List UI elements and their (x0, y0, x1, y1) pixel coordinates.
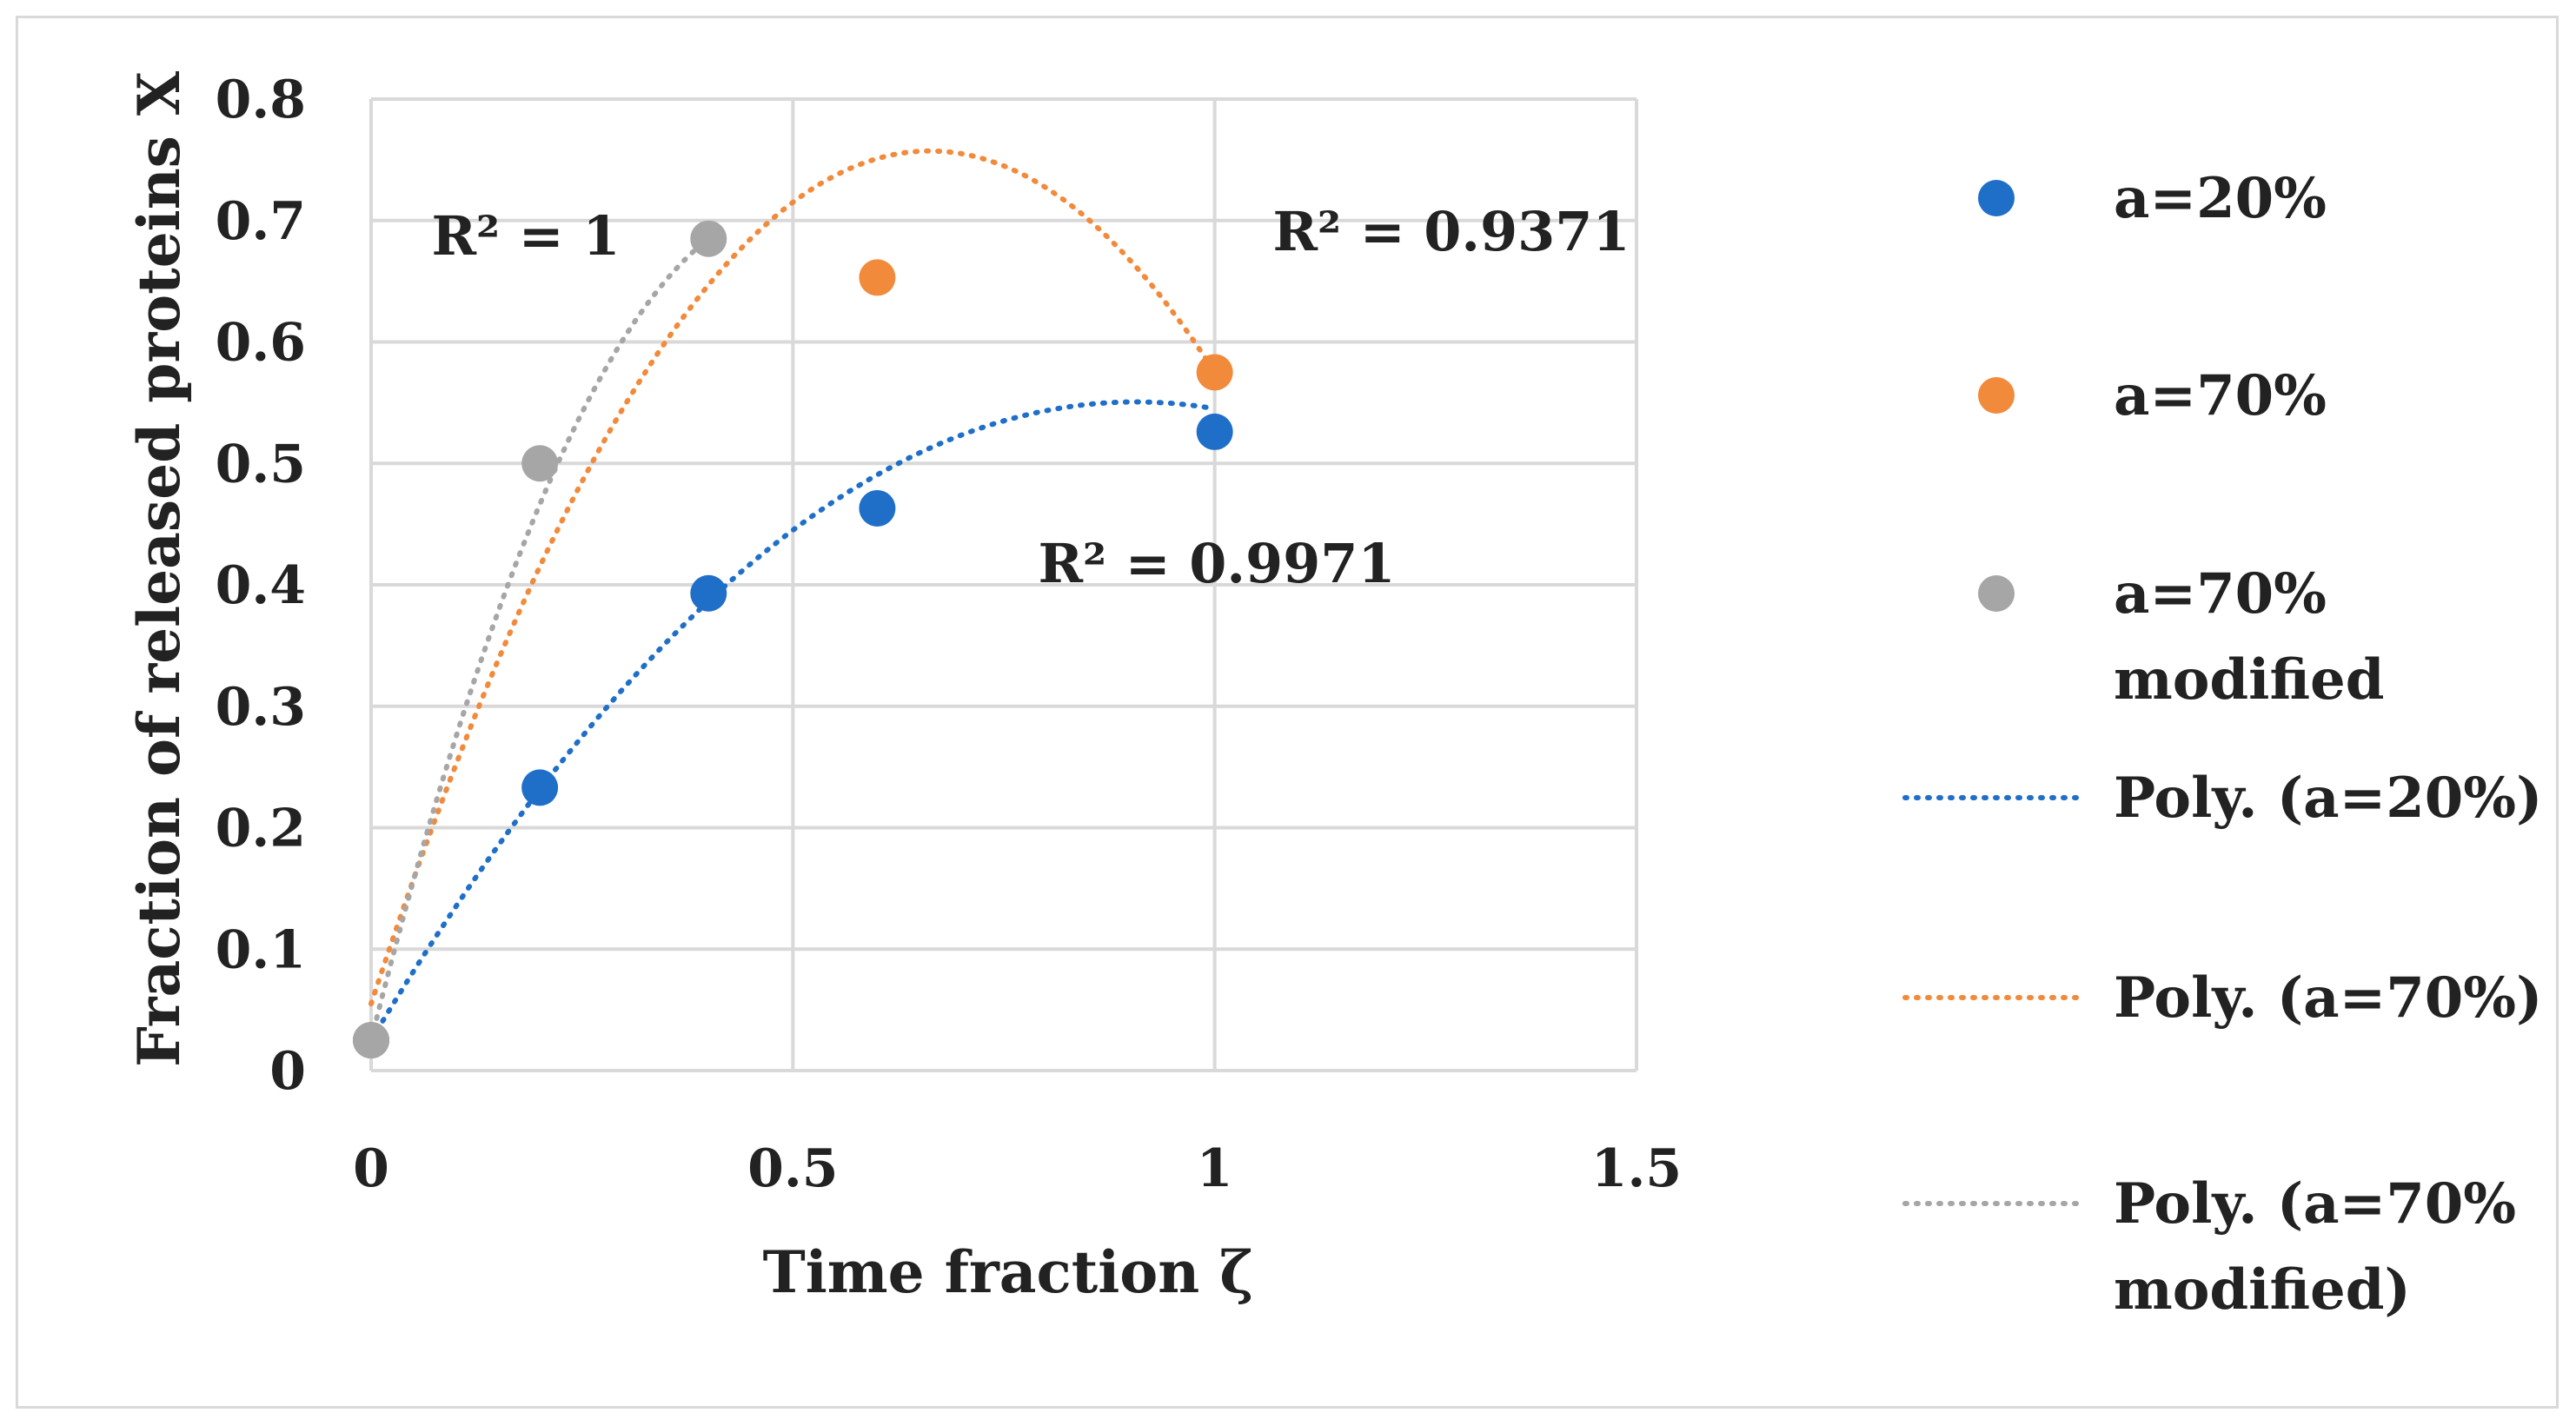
y-axis-title: Fraction of released proteins X (125, 70, 193, 1067)
y-tick-label: 0 (269, 1041, 306, 1102)
y-tick-label: 0.6 (216, 313, 306, 374)
x-tick-label: 0 (353, 1138, 389, 1199)
y-tick-label: 0.5 (216, 434, 306, 494)
trendline-2 (368, 235, 712, 1044)
y-tick-label: 0.1 (216, 919, 306, 980)
r-squared-label-1: R² = 0.9371 (1272, 200, 1630, 263)
point-series0-3 (859, 489, 896, 527)
legend-marker-0 (1978, 180, 2015, 216)
point-series2-2 (690, 220, 727, 257)
data-points (353, 220, 1233, 1059)
point-series1-2 (1196, 354, 1233, 391)
point-series0-2 (690, 574, 727, 612)
trendline-0 (368, 399, 1218, 1044)
x-tick-labels: 0 0.5 1 1.5 (353, 1138, 1682, 1199)
y-tick-label: 0.7 (216, 191, 306, 252)
y-tick-label: 0.4 (216, 555, 306, 616)
trendline-1 (368, 148, 1218, 1007)
legend-label-2: a=70% (2114, 561, 2327, 627)
trendlines (368, 148, 1218, 1044)
r-squared-label-0: R² = 0.9971 (1038, 532, 1395, 595)
point-series2-1 (521, 445, 559, 482)
y-tick-label: 0.3 (216, 677, 306, 738)
x-tick-label: 1 (1197, 1138, 1233, 1199)
legend: a=20% a=70% a=70% modified Poly. (a=20%) Poly… (1902, 166, 2542, 1323)
x-axis-title: Time fraction ζ (763, 1238, 1254, 1306)
legend-marker-2 (1978, 575, 2015, 612)
chart-frame (16, 16, 2559, 1409)
point-series0-1 (521, 769, 559, 806)
legend-label-2: modified (2114, 647, 2384, 713)
legend-label-0: a=20% (2114, 166, 2327, 231)
point-series2-0 (353, 1022, 389, 1059)
legend-label-3: Poly. (a=20%) (2114, 766, 2542, 831)
gridlines (369, 97, 1638, 1072)
x-tick-label: 0.5 (747, 1138, 838, 1199)
legend-label-5: modified) (2114, 1257, 2411, 1323)
y-tick-labels: 0 0.1 0.2 0.3 0.4 0.5 0.6 0.7 0.8 (216, 70, 306, 1102)
point-series1-1 (859, 259, 896, 296)
x-tick-label: 1.5 (1591, 1138, 1682, 1199)
r-squared-annotations: R² = 0.9971 R² = 0.9371 R² = 1 (432, 200, 1630, 595)
point-series0-4 (1196, 413, 1233, 450)
legend-label-1: a=70% (2114, 363, 2327, 428)
y-tick-label: 0.8 (216, 70, 306, 130)
legend-label-4: Poly. (a=70%) (2114, 965, 2542, 1031)
r-squared-label-2: R² = 1 (432, 204, 621, 268)
legend-label-5: Poly. (a=70% (2114, 1171, 2516, 1237)
legend-marker-1 (1978, 377, 2015, 414)
y-tick-label: 0.2 (216, 799, 306, 859)
